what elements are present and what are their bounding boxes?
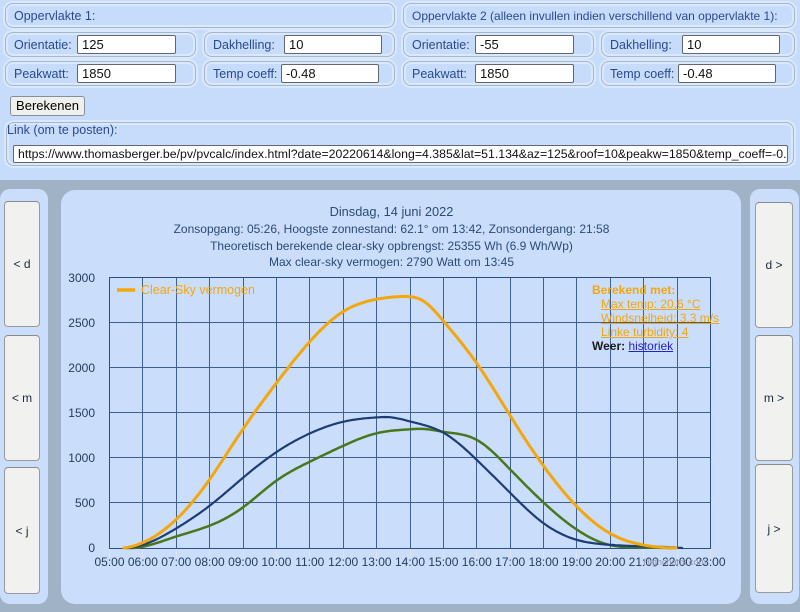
svg-text:15:00: 15:00 xyxy=(428,555,458,569)
svg-text:14:00: 14:00 xyxy=(395,555,425,569)
svg-text:11:00: 11:00 xyxy=(295,555,324,569)
svg-text:21:00: 21:00 xyxy=(629,555,659,569)
svg-text:18:00: 18:00 xyxy=(529,555,559,569)
svg-text:12:00: 12:00 xyxy=(328,555,358,569)
svg-text:2000: 2000 xyxy=(68,361,95,375)
svg-text:06:00: 06:00 xyxy=(128,555,158,569)
svg-text:2500: 2500 xyxy=(68,316,95,330)
svg-text:22:00: 22:00 xyxy=(662,555,692,569)
svg-text:19:00: 19:00 xyxy=(562,555,592,569)
svg-text:3000: 3000 xyxy=(68,271,95,285)
svg-text:17:00: 17:00 xyxy=(495,555,525,569)
svg-text:05:00: 05:00 xyxy=(94,555,124,569)
svg-text:08:00: 08:00 xyxy=(195,555,225,569)
svg-text:500: 500 xyxy=(75,496,95,510)
svg-text:20:00: 20:00 xyxy=(595,555,625,569)
svg-text:1500: 1500 xyxy=(68,406,95,420)
svg-text:09:00: 09:00 xyxy=(228,555,258,569)
svg-text:Highcharts.com: Highcharts.com xyxy=(643,557,706,567)
svg-text:1000: 1000 xyxy=(68,451,95,465)
svg-text:0: 0 xyxy=(88,541,95,555)
svg-text:13:00: 13:00 xyxy=(362,555,392,569)
svg-text:07:00: 07:00 xyxy=(161,555,191,569)
svg-text:23:00: 23:00 xyxy=(695,555,725,569)
svg-text:10:00: 10:00 xyxy=(261,555,291,569)
svg-text:16:00: 16:00 xyxy=(462,555,492,569)
